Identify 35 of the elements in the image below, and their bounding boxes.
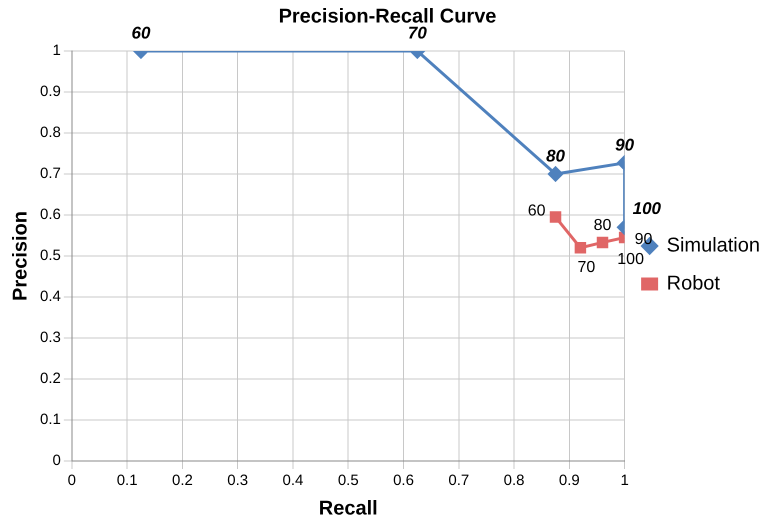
x-tick-label: 0.4 xyxy=(282,472,304,490)
annotation: 80 xyxy=(546,146,566,166)
y-tick-label: 1 xyxy=(52,42,61,60)
y-tick-label: 0.5 xyxy=(40,247,61,264)
y-tick-label: 0.2 xyxy=(40,370,61,388)
y-tick-label: 0.7 xyxy=(40,165,61,182)
x-tick-label: 0.5 xyxy=(338,472,359,490)
x-tick-label: 0.7 xyxy=(448,472,470,490)
annotation: 90 xyxy=(615,136,635,155)
annotation: 60 xyxy=(131,24,151,43)
y-tick-label: 0.4 xyxy=(40,288,61,306)
annotation: 90 xyxy=(634,230,653,248)
annotation: 100 xyxy=(617,251,644,268)
y-tick-label: 0.9 xyxy=(40,83,61,100)
annotation: 80 xyxy=(594,216,612,234)
x-tick-label: 0.1 xyxy=(116,472,138,490)
annotation: 100 xyxy=(632,198,662,218)
x-tick-label: 1 xyxy=(620,472,629,490)
x-tick-label: 0.6 xyxy=(393,472,414,490)
x-tick-label: 0 xyxy=(68,472,76,490)
legend-label: Simulation xyxy=(666,234,760,257)
annotation: 60 xyxy=(528,202,546,220)
x-tick-label: 0.8 xyxy=(504,472,524,490)
y-tick-label: 0.6 xyxy=(40,206,61,224)
x-axis-title: Recall xyxy=(318,498,378,520)
y-tick-label: 0.8 xyxy=(40,124,61,142)
y-tick-label: 0.3 xyxy=(40,329,61,346)
annotation: 70 xyxy=(578,259,596,276)
y-tick-label: 0 xyxy=(52,452,61,470)
y-axis-title: Precision xyxy=(10,210,32,302)
x-tick-label: 0.9 xyxy=(558,472,580,490)
legend-label: Robot xyxy=(666,272,720,295)
x-tick-label: 0.2 xyxy=(172,472,193,490)
y-tick-label: 0.1 xyxy=(40,411,61,428)
x-tick-label: 0.3 xyxy=(227,472,248,490)
